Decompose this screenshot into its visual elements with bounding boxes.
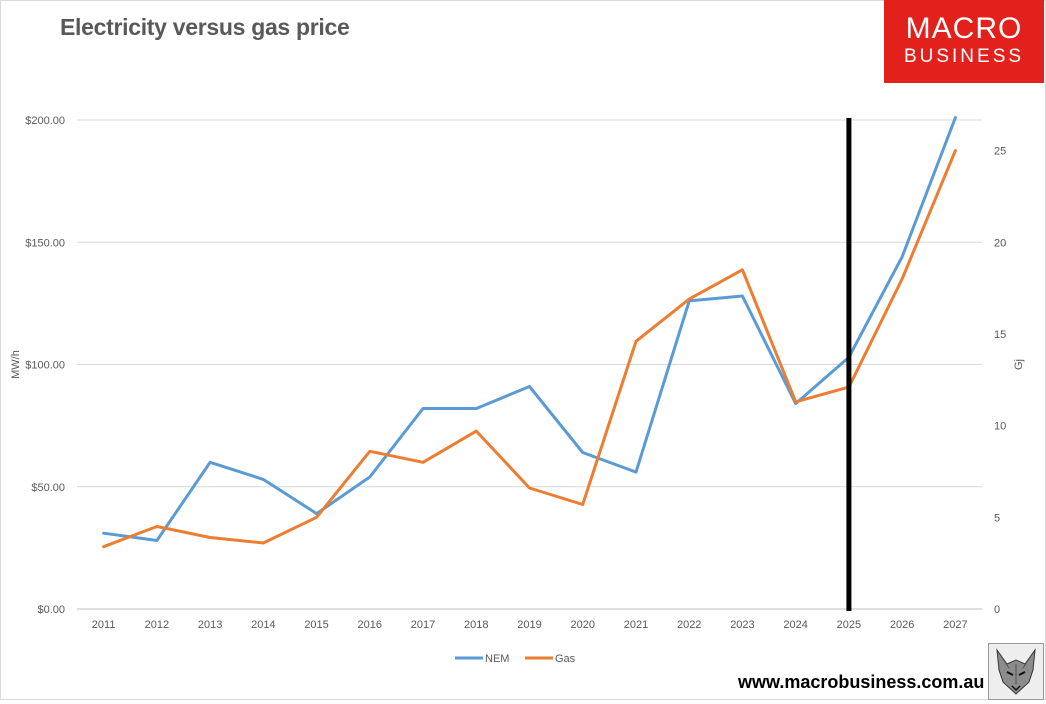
- footer-url: www.macrobusiness.com.au: [738, 672, 985, 692]
- y-left-tick-label: $100.00: [25, 360, 65, 372]
- chart-title: Electricity versus gas price: [60, 14, 350, 40]
- y-right-tick-label: 25: [994, 146, 1006, 158]
- x-tick-label: 2014: [251, 619, 275, 631]
- x-tick-label: 2016: [358, 619, 382, 631]
- x-tick-label: 2017: [411, 619, 435, 631]
- x-tick-label: 2020: [570, 619, 594, 631]
- y-right-tick-label: 20: [994, 237, 1006, 249]
- x-tick-label: 2018: [464, 619, 488, 631]
- x-tick-label: 2024: [783, 619, 807, 631]
- x-tick-label: 2015: [304, 619, 328, 631]
- wolf-icon: [988, 643, 1044, 700]
- y-right-tick-label: 0: [994, 604, 1000, 616]
- y-right-tick-label: 10: [994, 421, 1006, 433]
- x-tick-label: 2019: [517, 619, 541, 631]
- x-tick-label: 2023: [730, 619, 754, 631]
- x-tick-label: 2013: [198, 619, 222, 631]
- macrobusiness-logo: MACRO BUSINESS: [884, 0, 1044, 83]
- logo-line2: BUSINESS: [903, 46, 1025, 67]
- series-line-nem: [102, 116, 957, 542]
- y-right-tick-label: 15: [994, 329, 1006, 341]
- logo-line1: MACRO: [905, 12, 1023, 45]
- x-tick-label: 2027: [943, 619, 967, 631]
- x-tick-label: 2011: [92, 619, 116, 631]
- x-tick-label: 2012: [145, 619, 169, 631]
- x-tick-label: 2021: [624, 619, 648, 631]
- x-tick-label: 2025: [837, 619, 861, 631]
- y-left-axis-title: MW/h: [10, 350, 22, 379]
- y-left-tick-label: $150.00: [25, 237, 65, 249]
- y-right-tick-label: 5: [994, 512, 1000, 524]
- legend-label-nem: NEM: [485, 653, 509, 665]
- y-left-tick-label: $200.00: [25, 115, 65, 127]
- y-left-tick-label: $0.00: [37, 604, 65, 616]
- y-left-tick-label: $50.00: [31, 482, 65, 494]
- x-tick-label: 2022: [677, 619, 701, 631]
- series-line-gas: [102, 149, 957, 549]
- legend-label-gas: Gas: [555, 653, 576, 665]
- x-tick-label: 2026: [890, 619, 914, 631]
- y-right-axis-title: Gj: [1013, 359, 1025, 370]
